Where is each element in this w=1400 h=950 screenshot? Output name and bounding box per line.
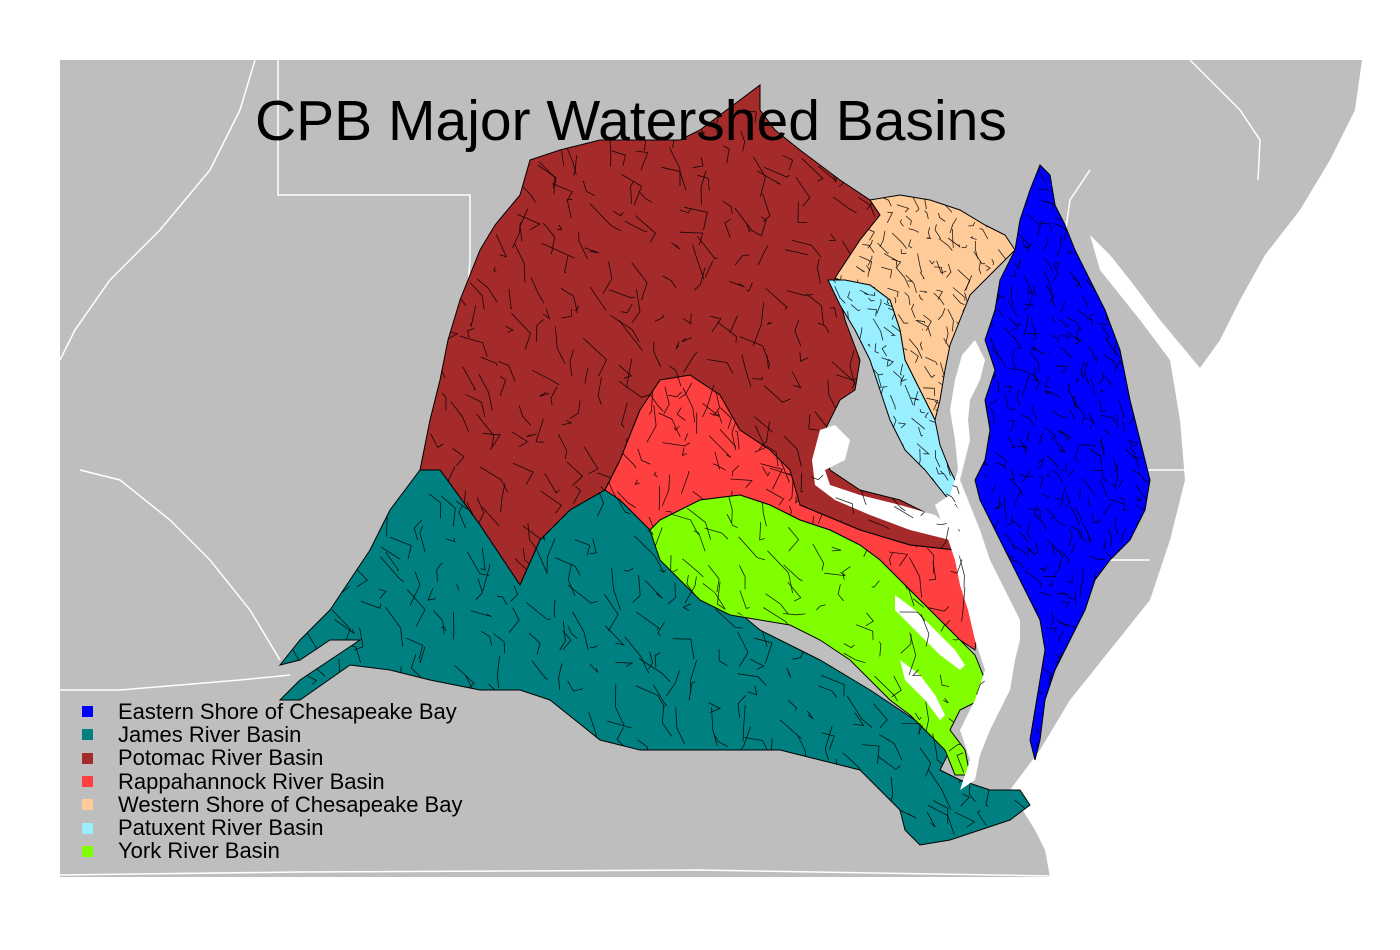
legend-label: James River Basin xyxy=(118,721,302,747)
rappahannock-estuary xyxy=(895,595,965,670)
york-estuary xyxy=(900,660,945,720)
legend-item: Potomac River Basin xyxy=(80,745,462,771)
legend-item: Western Shore of Chesapeake Bay xyxy=(80,791,463,817)
legend-label: Rappahannock River Basin xyxy=(118,768,385,794)
legend-item: Rappahannock River Basin xyxy=(80,768,462,794)
legend-swatch xyxy=(82,799,93,811)
legend-item: Patuxent River Basin xyxy=(80,815,462,841)
legend-label: Potomac River Basin xyxy=(118,745,324,771)
york-basin xyxy=(649,494,986,776)
legend-label: Patuxent River Basin xyxy=(118,815,324,841)
legend-swatch xyxy=(82,752,93,764)
legend-swatch xyxy=(82,706,93,718)
legend-item: York River Basin xyxy=(80,838,462,864)
legend-item: James River Basin xyxy=(80,721,462,747)
legend-label: York River Basin xyxy=(118,838,280,864)
map-title: CPB Major Watershed Basins xyxy=(255,89,1007,153)
legend-swatch xyxy=(82,776,93,788)
legend-swatch xyxy=(82,845,93,857)
legend-item: Eastern Shore of Chesapeake Bay xyxy=(80,698,462,724)
legend-label: Western Shore of Chesapeake Bay xyxy=(118,791,463,817)
legend: Eastern Shore of Chesapeake Bay James Riv… xyxy=(80,698,463,864)
legend-swatch xyxy=(82,822,93,834)
legend-label: Eastern Shore of Chesapeake Bay xyxy=(118,698,457,724)
potomac-estuary xyxy=(812,425,955,540)
chesapeake-bay-water xyxy=(935,340,1020,790)
legend-swatch xyxy=(82,729,93,741)
